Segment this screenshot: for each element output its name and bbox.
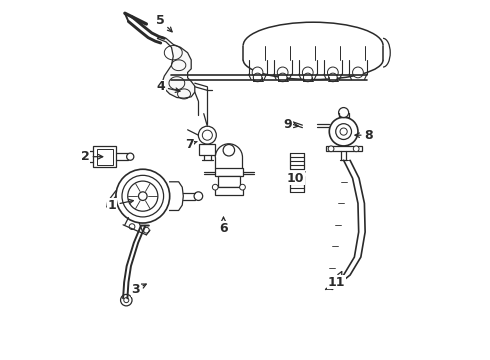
Text: 9: 9: [284, 118, 298, 131]
Circle shape: [202, 130, 212, 140]
Text: 5: 5: [156, 14, 172, 32]
Text: 3: 3: [131, 283, 146, 296]
Text: 1: 1: [108, 199, 133, 212]
Polygon shape: [326, 146, 362, 151]
Circle shape: [124, 298, 129, 303]
Circle shape: [240, 184, 245, 190]
Polygon shape: [215, 187, 243, 195]
Circle shape: [139, 192, 147, 201]
Circle shape: [339, 108, 349, 118]
Circle shape: [277, 67, 288, 78]
Circle shape: [353, 146, 359, 152]
Text: 4: 4: [156, 80, 180, 93]
Text: 6: 6: [219, 217, 228, 235]
Circle shape: [126, 153, 134, 160]
Circle shape: [121, 294, 132, 306]
Text: 2: 2: [81, 150, 103, 163]
Circle shape: [144, 227, 149, 233]
Circle shape: [303, 73, 312, 82]
Circle shape: [128, 181, 158, 211]
Circle shape: [252, 67, 263, 78]
Circle shape: [223, 144, 235, 156]
Text: 7: 7: [185, 138, 197, 150]
Circle shape: [327, 67, 338, 78]
Circle shape: [353, 67, 364, 78]
Circle shape: [194, 192, 203, 201]
Circle shape: [116, 169, 170, 223]
Polygon shape: [93, 146, 116, 167]
Circle shape: [340, 128, 347, 135]
Circle shape: [302, 67, 313, 78]
Circle shape: [285, 118, 292, 126]
Polygon shape: [218, 176, 240, 187]
Circle shape: [336, 124, 351, 139]
Circle shape: [129, 224, 135, 229]
Circle shape: [198, 126, 216, 144]
Circle shape: [278, 73, 287, 82]
Text: 11: 11: [328, 271, 345, 289]
Polygon shape: [97, 149, 113, 165]
Circle shape: [212, 184, 218, 190]
Circle shape: [329, 117, 358, 146]
Circle shape: [329, 73, 337, 82]
Circle shape: [253, 73, 262, 82]
Text: 10: 10: [287, 172, 305, 185]
Polygon shape: [157, 37, 195, 98]
Polygon shape: [215, 168, 243, 176]
Circle shape: [328, 146, 334, 152]
Polygon shape: [199, 144, 215, 155]
Circle shape: [122, 175, 164, 217]
Text: 8: 8: [355, 129, 373, 142]
